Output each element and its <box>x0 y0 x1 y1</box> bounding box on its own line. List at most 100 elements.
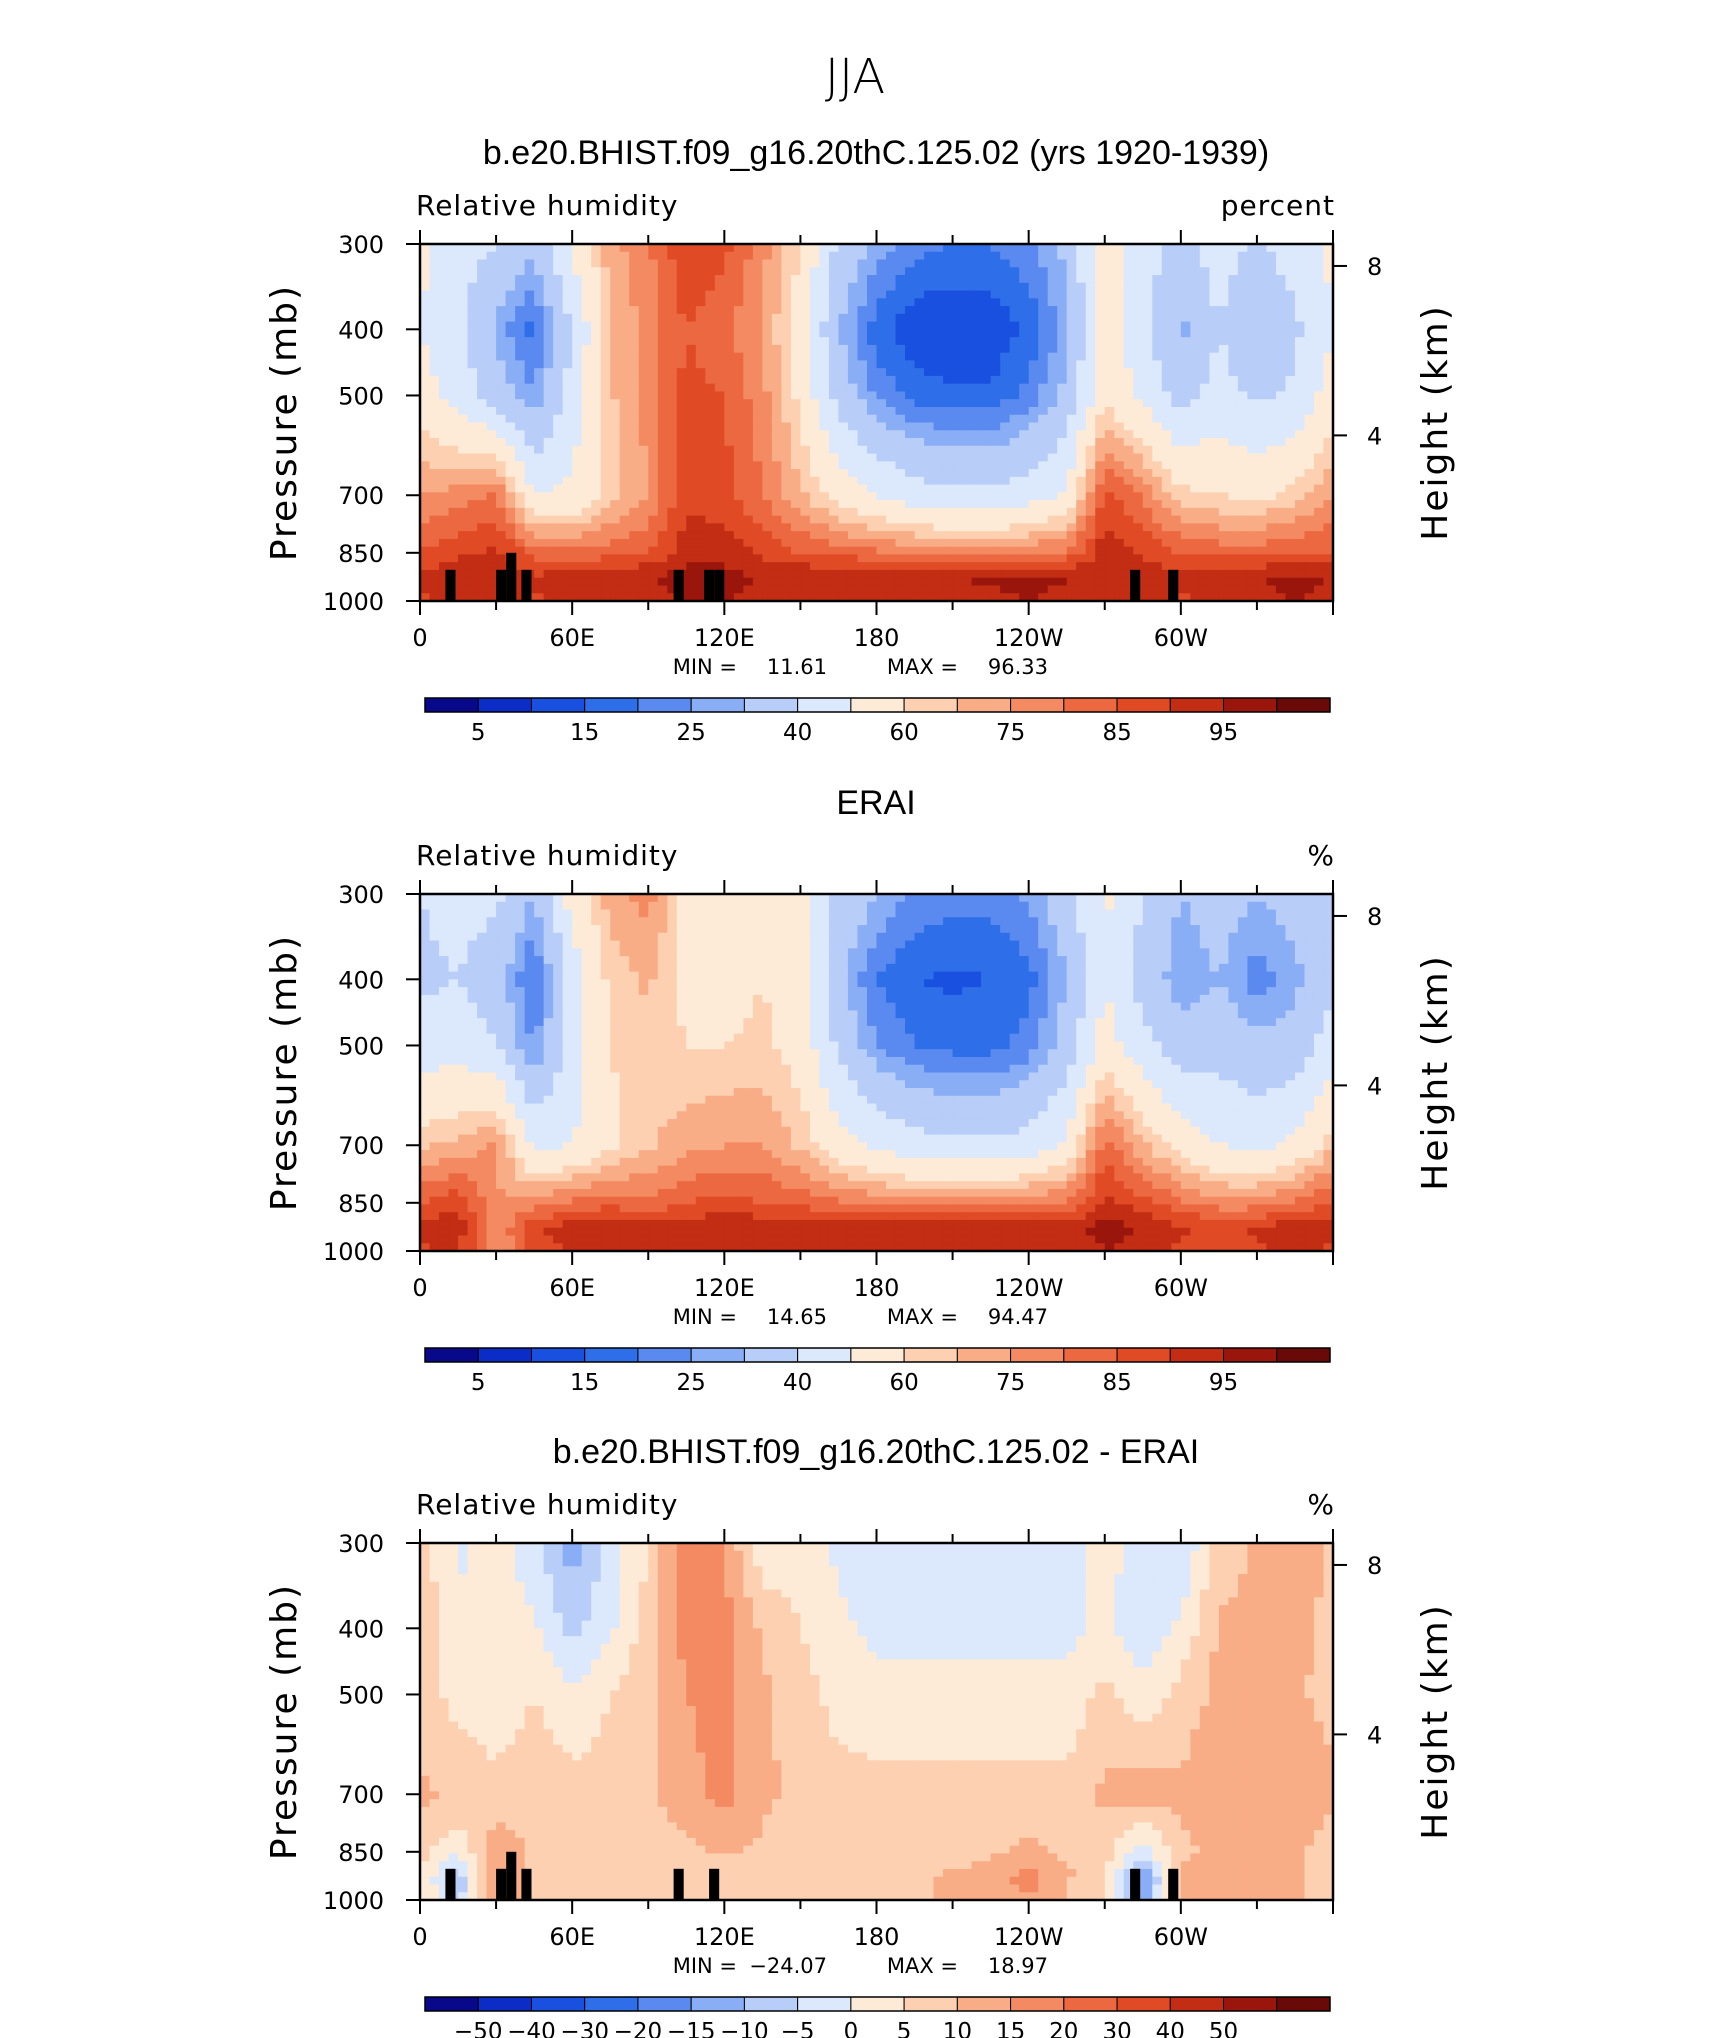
field-cell <box>1133 554 1144 563</box>
field-cell <box>838 507 849 517</box>
field-cell <box>1142 554 1153 563</box>
field-cell <box>439 562 450 571</box>
field-cell <box>1285 422 1296 431</box>
field-cell <box>1218 554 1229 563</box>
field-cell <box>1152 562 1163 571</box>
field-cell <box>420 282 431 292</box>
field-cell <box>800 554 811 563</box>
field-cell <box>638 484 649 493</box>
field-cell <box>1009 909 1020 918</box>
field-cell <box>905 925 916 934</box>
field-cell <box>1209 406 1220 416</box>
field-cell <box>1218 507 1229 517</box>
field-cell <box>781 453 792 462</box>
field-cell <box>733 383 744 393</box>
field-cell <box>1085 344 1096 354</box>
field-cell <box>1218 925 1229 934</box>
field-cell <box>733 562 744 571</box>
field-cell <box>914 422 925 431</box>
field-cell <box>543 391 554 400</box>
field-cell <box>905 313 916 323</box>
field-cell <box>1228 275 1239 284</box>
field-cell <box>1161 368 1172 377</box>
field-cell <box>1247 453 1258 462</box>
field-cell <box>1152 538 1163 548</box>
field-cell <box>1237 430 1249 439</box>
field-cell <box>695 344 706 354</box>
field-cell <box>1057 290 1068 299</box>
field-cell <box>943 492 954 501</box>
field-cell <box>439 244 450 253</box>
field-cell <box>1266 585 1277 594</box>
field-cell <box>1114 585 1125 594</box>
field-cell <box>1247 909 1258 918</box>
field-cell <box>990 344 1001 354</box>
field-cell <box>724 368 735 377</box>
field-cell <box>819 313 830 323</box>
field-cell <box>762 562 773 571</box>
field-cell <box>762 313 773 323</box>
field-cell <box>686 593 697 602</box>
field-cell <box>420 414 431 424</box>
field-cell <box>743 368 754 377</box>
field-cell <box>971 282 982 292</box>
field-cell <box>676 515 687 524</box>
field-cell <box>790 507 802 517</box>
field-cell <box>1009 577 1020 587</box>
field-cell <box>781 352 792 362</box>
field-cell <box>762 507 773 517</box>
field-cell <box>857 469 868 478</box>
field-cell <box>752 917 763 926</box>
field-cell <box>1313 562 1325 571</box>
field-cell <box>838 569 849 579</box>
field-cell <box>1133 391 1144 400</box>
field-cell <box>1294 461 1306 470</box>
field-cell <box>1152 391 1163 400</box>
field-cell <box>1228 344 1239 354</box>
field-cell <box>1304 492 1315 501</box>
field-cell <box>1199 476 1210 486</box>
field-cell <box>477 925 488 934</box>
field-cell <box>1313 275 1325 284</box>
field-cell <box>1009 515 1020 524</box>
field-cell <box>448 391 459 400</box>
field-cell <box>1000 267 1011 276</box>
field-cell <box>1180 538 1191 548</box>
field-cell <box>1285 391 1296 400</box>
field-cell <box>429 251 440 261</box>
field-cell <box>1209 507 1220 517</box>
field-cell <box>638 523 649 532</box>
field-cell <box>477 329 488 338</box>
field-cell <box>1028 507 1039 517</box>
field-cell <box>657 445 668 455</box>
field-cell <box>914 313 925 323</box>
field-cell <box>1057 894 1068 903</box>
field-cell <box>420 461 431 470</box>
colorbar-label: 75 <box>996 720 1025 746</box>
field-cell <box>733 399 744 408</box>
field-cell <box>439 461 450 470</box>
field-cell <box>733 329 744 338</box>
field-cell <box>1000 469 1011 478</box>
field-cell <box>771 422 782 431</box>
field-cell <box>553 360 564 369</box>
field-cell <box>676 546 687 556</box>
field-cell <box>1171 909 1182 918</box>
field-cell <box>981 484 992 493</box>
field-cell <box>1304 901 1315 911</box>
field-cell <box>781 368 792 377</box>
field-cell <box>1294 306 1306 315</box>
field-cell <box>895 515 906 524</box>
field-cell <box>553 925 564 934</box>
field-cell <box>638 469 649 478</box>
field-cell <box>943 577 954 587</box>
field-cell <box>943 585 954 594</box>
field-cell <box>1114 453 1125 462</box>
field-cell <box>1218 313 1229 323</box>
field-cell <box>420 298 431 307</box>
field-cell <box>1161 275 1172 284</box>
field-cell <box>458 275 469 284</box>
field-cell <box>1066 383 1077 393</box>
field-cell <box>962 507 973 517</box>
field-cell <box>581 267 592 276</box>
